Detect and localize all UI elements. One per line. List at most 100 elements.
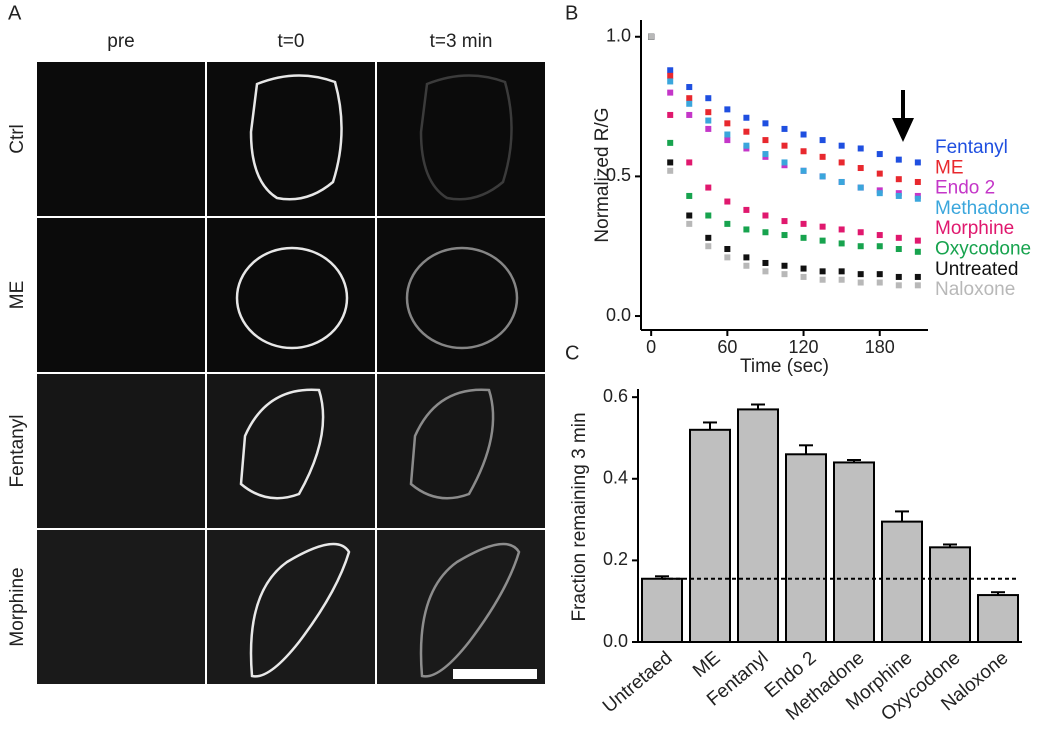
data-point [705,125,712,132]
cell-outline [409,388,495,500]
data-point [686,111,693,118]
y-axis-label: Normalized R/G [592,107,613,242]
y-axis-label: Fraction remaining 3 min [569,412,590,621]
x-tick-label: 60 [717,337,737,357]
data-point [762,259,769,266]
micrograph [207,62,375,216]
panel-label: C [565,342,579,364]
data-point [914,237,921,244]
bar [641,577,683,643]
data-point [800,273,807,280]
data-point [838,268,845,275]
data-point [724,254,731,261]
data-point [724,198,731,205]
data-point [724,137,731,144]
data-point [705,234,712,241]
data-point [781,218,788,225]
data-point [762,151,769,158]
data-point [895,192,902,199]
x-axis-label: Time (sec) [740,356,829,377]
micrograph [37,374,205,528]
data-point [762,268,769,275]
data-point [800,131,807,138]
legend-entry: Fentanyl [935,137,1008,158]
data-point [895,246,902,253]
bar [737,408,779,643]
data-point [781,142,788,149]
data-point [686,159,693,166]
y-tick-label: 1.0 [606,26,631,46]
data-point [667,139,674,146]
data-point [838,240,845,247]
micrograph [37,218,205,372]
micrograph [207,374,375,528]
data-point [800,220,807,227]
data-point [800,148,807,155]
data-point [857,279,864,286]
data-point [914,159,921,166]
legend-entry: Methadone [935,198,1030,219]
data-point [686,84,693,91]
data-point [914,282,921,289]
data-point [686,192,693,199]
data-point [686,100,693,107]
bar [977,594,1019,643]
data-point [819,173,826,180]
row-label: Morphine [7,567,28,646]
panel-label: B [565,2,578,24]
data-point [800,265,807,272]
data-point [857,243,864,250]
data-point [667,167,674,174]
data-point [819,223,826,230]
data-point [895,234,902,241]
data-point [686,212,693,219]
row-label: ME [7,281,28,310]
data-point [914,273,921,280]
bar [833,461,875,643]
column-header: t=3 min [430,31,493,52]
bar [881,520,923,644]
data-point [876,232,883,239]
data-point [762,229,769,236]
data-point [819,137,826,144]
y-tick-label: 0.2 [603,549,628,569]
cell-outline [249,74,343,201]
data-point [724,220,731,227]
data-point [876,271,883,278]
data-point [762,120,769,127]
data-point [838,276,845,283]
legend-entry: Untreated [935,259,1018,280]
data-point [857,229,864,236]
data-point [857,145,864,152]
data-point [667,72,674,79]
data-point [895,156,902,163]
data-point [876,279,883,286]
data-point [724,131,731,138]
data-point [800,234,807,241]
legend-entry: Morphine [935,218,1014,239]
data-point [838,159,845,166]
data-point [648,33,655,40]
data-point [781,125,788,132]
bar [689,428,731,643]
data-point [876,151,883,158]
data-point [895,282,902,289]
data-point [743,254,750,261]
micrograph [377,62,545,216]
data-point [743,142,750,149]
data-point [724,120,731,127]
data-point [705,184,712,191]
data-point [705,95,712,102]
data-point [895,273,902,280]
data-point [781,159,788,166]
x-tick-label: 0 [646,337,656,357]
data-point [667,89,674,96]
micrograph [377,374,545,528]
legend-entry: Endo 2 [935,178,995,199]
data-point [705,243,712,250]
data-point [876,190,883,197]
data-point [895,176,902,183]
data-point [705,109,712,116]
data-point [800,167,807,174]
data-point [705,117,712,124]
